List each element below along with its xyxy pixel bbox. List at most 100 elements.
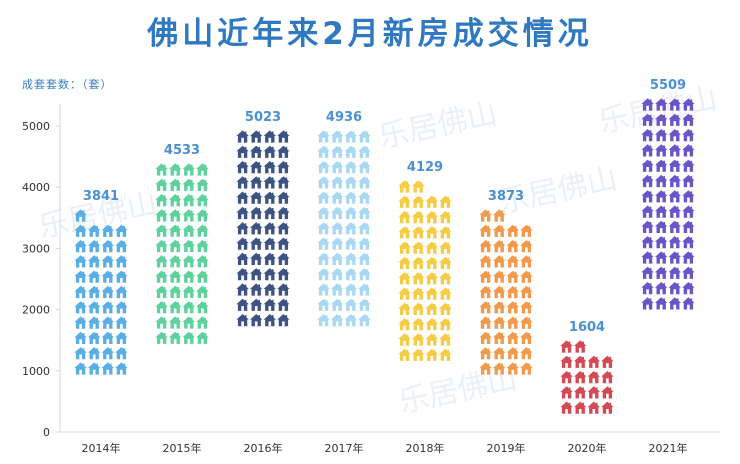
house-icon (560, 355, 573, 368)
x-tick-label: 2016年 (244, 441, 283, 455)
house-icon (641, 220, 654, 234)
house-icon (601, 401, 614, 414)
house-icon (87, 255, 101, 268)
house-icon (520, 301, 533, 314)
house-icon (263, 130, 277, 143)
house-icon (196, 270, 209, 283)
house-icon (330, 237, 344, 250)
house-icon (668, 174, 682, 188)
house-icon (344, 130, 358, 143)
house-icon (668, 266, 682, 279)
house-icon (398, 226, 411, 239)
bar-value-label: 3841 (83, 189, 119, 204)
house-icon (358, 145, 371, 158)
x-tick-label: 2018年 (406, 441, 445, 455)
house-icon (479, 301, 492, 314)
house-icon (115, 270, 128, 283)
house-icon (411, 226, 425, 239)
house-icon (236, 252, 249, 266)
house-icon (358, 222, 371, 235)
house-icon (573, 340, 587, 353)
house-icon (87, 301, 101, 314)
house-icon (263, 222, 277, 235)
house-icon (654, 281, 668, 295)
house-icon (330, 298, 344, 311)
house-icon (74, 331, 87, 345)
house-icon (411, 210, 425, 224)
house-icon (115, 239, 128, 253)
x-tick-label: 2020年 (568, 441, 607, 455)
house-icon (344, 145, 358, 158)
house-icon (317, 176, 330, 189)
house-icon (330, 206, 344, 220)
bar-value-label: 1604 (569, 320, 605, 335)
house-icon (74, 316, 87, 329)
house-icon (236, 130, 249, 143)
house-icon (344, 206, 358, 220)
house-icon (358, 176, 371, 189)
house-icon (249, 298, 263, 311)
house-icon (155, 270, 168, 283)
house-icon (668, 251, 682, 264)
house-icon (520, 316, 533, 329)
y-axis-unit-label: 成套套数：（套） (22, 78, 113, 91)
house-icon (506, 224, 520, 237)
house-icon (439, 226, 452, 239)
house-icon (115, 285, 128, 299)
house-icon (654, 236, 668, 249)
house-icon (263, 160, 277, 174)
house-icon (344, 313, 358, 327)
house-icon (492, 316, 506, 329)
bar-value-label: 5023 (245, 110, 281, 125)
house-icon (74, 270, 87, 283)
house-icon (492, 255, 506, 268)
house-icon (277, 313, 290, 327)
house-icon (249, 313, 263, 327)
house-icon (330, 313, 344, 327)
house-icon (492, 347, 506, 360)
house-icon (506, 347, 520, 360)
house-icon (344, 176, 358, 189)
house-icon (425, 210, 439, 224)
house-icon (425, 241, 439, 254)
house-icon (398, 318, 411, 331)
house-icon (506, 285, 520, 299)
house-icon (358, 160, 371, 174)
house-icon (479, 331, 492, 345)
house-icon (74, 347, 87, 360)
house-icon (398, 272, 411, 285)
house-icon (358, 252, 371, 266)
house-icon (196, 209, 209, 222)
house-icon (317, 237, 330, 250)
house-icon (668, 128, 682, 142)
house-icon (479, 316, 492, 329)
house-icon (506, 316, 520, 329)
house-icon (520, 285, 533, 299)
house-icon (196, 301, 209, 314)
house-icon (344, 268, 358, 281)
house-icon (87, 362, 101, 375)
house-icon (573, 355, 587, 368)
house-icon (641, 266, 654, 279)
house-icon (344, 222, 358, 235)
house-icon (506, 255, 520, 268)
house-icon (155, 255, 168, 268)
house-icon (317, 206, 330, 220)
bar-2015年 (155, 163, 209, 344)
y-tick-label: 0 (43, 426, 50, 439)
house-icon (601, 386, 614, 399)
house-icon (439, 333, 452, 346)
house-icon (520, 239, 533, 253)
house-icon (344, 191, 358, 204)
house-icon (398, 195, 411, 208)
house-icon (263, 298, 277, 311)
house-icon (398, 256, 411, 270)
house-icon (411, 256, 425, 270)
house-icon (506, 239, 520, 253)
house-icon (411, 272, 425, 285)
house-icon (344, 298, 358, 311)
house-icon (479, 239, 492, 253)
house-icon (101, 239, 115, 253)
house-icon (479, 347, 492, 360)
house-icon (330, 252, 344, 266)
